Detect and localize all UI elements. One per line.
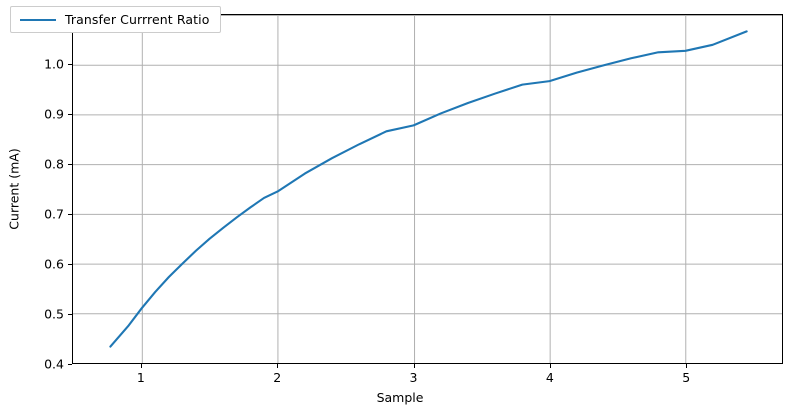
y-tick-mark xyxy=(68,364,72,365)
x-tick-mark xyxy=(549,364,551,368)
legend-entry-label: Transfer Currrent Ratio xyxy=(65,12,210,27)
data-curve-layer xyxy=(73,15,782,363)
y-axis-label: Current (mA) xyxy=(6,148,22,230)
x-tick-label: 4 xyxy=(545,370,554,385)
chart-legend[interactable]: Transfer Currrent Ratio xyxy=(10,6,222,33)
y-tick-mark xyxy=(68,214,72,215)
x-tick-mark xyxy=(413,364,415,368)
y-tick-mark xyxy=(68,64,72,65)
x-tick-mark xyxy=(140,364,142,368)
y-tick-label: 0.5 xyxy=(44,306,64,322)
y-tick-label: 0.9 xyxy=(44,106,64,122)
y-tick-mark xyxy=(68,164,72,165)
x-tick-mark xyxy=(277,364,279,368)
x-tick-label: 1 xyxy=(136,370,145,385)
x-axis-label: Sample xyxy=(376,390,424,405)
line-series-transfer-currrent-ratio xyxy=(109,30,748,348)
y-tick-label: 0.6 xyxy=(44,256,64,272)
y-tick-mark xyxy=(68,264,72,265)
y-tick-mark xyxy=(68,114,72,115)
legend-line-swatch xyxy=(20,18,56,21)
x-tick-label: 5 xyxy=(682,370,691,385)
y-tick-mark xyxy=(68,314,72,315)
plot-area xyxy=(72,14,783,364)
y-tick-label: 0.8 xyxy=(44,156,64,172)
y-tick-label: 0.4 xyxy=(44,356,64,372)
x-tick-mark xyxy=(686,364,688,368)
gridlines xyxy=(73,15,782,363)
x-tick-label: 2 xyxy=(273,370,282,385)
y-tick-label: 1.0 xyxy=(44,56,64,72)
y-tick-label: 0.7 xyxy=(44,206,64,222)
x-tick-label: 3 xyxy=(409,370,418,385)
